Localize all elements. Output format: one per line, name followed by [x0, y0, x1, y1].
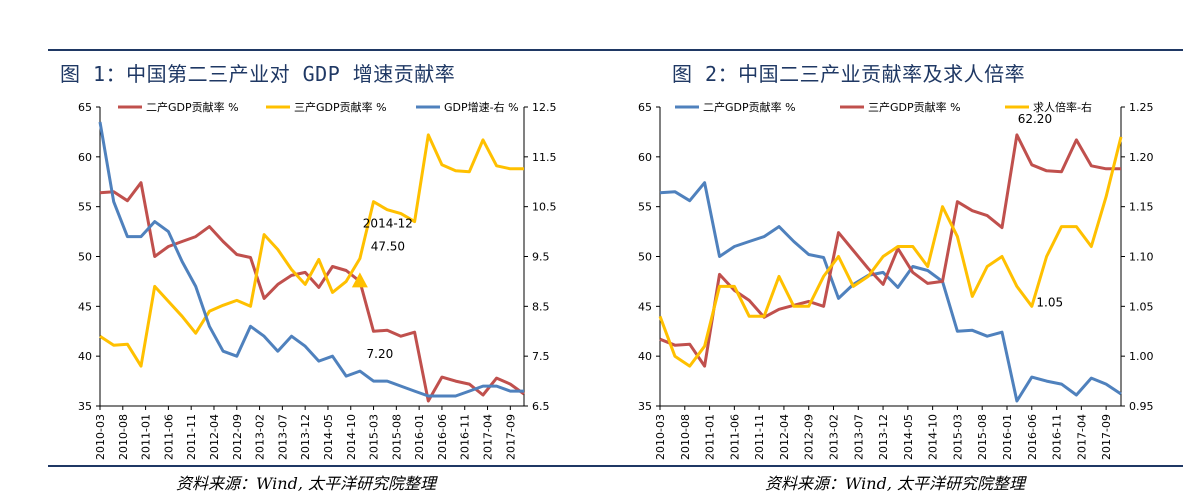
left-tick-label: 55	[638, 201, 652, 214]
x-tick-label: 2012-09	[231, 414, 244, 460]
right-tick-label: 1.25	[1129, 101, 1154, 114]
x-tick-label: 2017-09	[504, 414, 517, 460]
right-tick-label: 10.5	[532, 201, 557, 214]
left-tick-label: 40	[78, 350, 92, 363]
series-line-2	[99, 133, 524, 368]
x-tick-label: 2011-01	[704, 414, 717, 460]
x-tick-label: 2013-12	[877, 414, 890, 460]
x-tick-label: 2016-01	[1001, 414, 1014, 460]
x-tick-label: 2013-07	[276, 414, 289, 460]
left-tick-label: 40	[638, 350, 652, 363]
legend-label: 二产GDP贡献率 %	[703, 100, 796, 114]
x-tick-label: 2011-11	[753, 414, 766, 460]
x-tick-label: 2014-10	[927, 414, 940, 460]
x-tick-label: 2010-08	[679, 414, 692, 460]
left-tick-label: 45	[638, 300, 652, 313]
figure2-source: 资料来源：Wind, 太平洋研究院整理	[765, 474, 1026, 493]
annotation-label: 1.05	[1036, 295, 1063, 309]
x-tick-label: 2014-05	[322, 414, 335, 460]
right-tick-label: 1.10	[1129, 251, 1154, 264]
right-tick-label: 1.00	[1129, 350, 1154, 363]
x-tick-label: 2012-04	[208, 414, 221, 460]
x-tick-label: 2012-09	[803, 414, 816, 460]
x-tick-label: 2010-03	[654, 414, 667, 460]
right-tick-label: 9.5	[532, 251, 550, 264]
right-tick-label: 1.20	[1129, 151, 1154, 164]
x-tick-label: 2014-10	[345, 414, 358, 460]
x-tick-label: 2016-06	[436, 414, 449, 460]
x-tick-label: 2011-06	[728, 414, 741, 460]
left-tick-label: 45	[78, 300, 92, 313]
left-tick-label: 65	[78, 101, 92, 114]
x-tick-label: 2013-07	[852, 414, 865, 460]
x-tick-label: 2016-01	[413, 414, 426, 460]
left-tick-label: 35	[78, 400, 92, 413]
x-tick-label: 2015-03	[951, 414, 964, 460]
series-line-3	[98, 121, 524, 398]
figure1-title: 图 1：中国第二三产业对 GDP 增速贡献率	[60, 62, 456, 86]
x-tick-label: 2013-02	[254, 414, 267, 460]
left-tick-label: 50	[78, 251, 92, 264]
right-tick-label: 0.95	[1129, 400, 1154, 413]
series-line-1	[99, 181, 525, 403]
annotation-marker	[351, 272, 368, 288]
x-tick-label: 2010-03	[94, 414, 107, 460]
figure1-source: 资料来源：Wind, 太平洋研究院整理	[176, 474, 437, 493]
right-tick-label: 12.5	[532, 101, 557, 114]
left-tick-label: 60	[638, 151, 652, 164]
x-tick-label: 2016-11	[459, 414, 472, 460]
x-tick-label: 2015-08	[390, 414, 403, 460]
annotation-label: 7.20	[367, 347, 394, 361]
x-tick-label: 2017-04	[482, 414, 495, 460]
series-line-3	[658, 136, 1123, 368]
legend-label: 三产GDP贡献率 %	[868, 100, 961, 114]
right-tick-label: 7.5	[532, 350, 550, 363]
x-tick-label: 2011-01	[140, 414, 153, 460]
legend-label: 三产GDP贡献率 %	[294, 100, 387, 114]
x-tick-label: 2010-08	[117, 414, 130, 460]
right-tick-label: 6.5	[532, 400, 550, 413]
footer-rule	[48, 465, 1183, 467]
annotation-label: 62.20	[1018, 112, 1052, 126]
legend-label: GDP增速-右 %	[444, 100, 519, 114]
x-tick-label: 2012-04	[778, 414, 791, 460]
annotation-label: 2014-12	[363, 216, 413, 230]
right-tick-label: 11.5	[532, 151, 557, 164]
x-tick-label: 2013-02	[827, 414, 840, 460]
chart-1: 35 40 45 50 55 60 65 6.5 7.5 8.5 9.5 10.5 11.5 12.5 20…	[78, 100, 557, 460]
x-tick-label: 2015-08	[976, 414, 989, 460]
x-tick-label: 2013-12	[299, 414, 312, 460]
left-tick-label: 60	[78, 151, 92, 164]
right-tick-label: 1.15	[1129, 201, 1154, 214]
annotation-label: 47.50	[371, 239, 405, 253]
series-line-1	[659, 181, 1122, 403]
x-tick-label: 2011-11	[185, 414, 198, 460]
x-tick-label: 2011-06	[162, 414, 175, 460]
x-tick-label: 2014-05	[902, 414, 915, 460]
left-tick-label: 50	[638, 251, 652, 264]
x-tick-label: 2017-04	[1075, 414, 1088, 460]
x-tick-label: 2017-09	[1100, 414, 1113, 460]
x-tick-label: 2016-11	[1051, 414, 1064, 460]
left-tick-label: 65	[638, 101, 652, 114]
x-tick-label: 2015-03	[368, 414, 381, 460]
figure2-title: 图 2：中国二三产业贡献率及求人倍率	[672, 62, 1026, 86]
left-tick-label: 35	[638, 400, 652, 413]
legend-label: 二产GDP贡献率 %	[146, 100, 239, 114]
x-tick-label: 2016-06	[1026, 414, 1039, 460]
chart-2: 35 40 45 50 55 60 65 0.95 1.00 1.05 1.10 1.15 1.20 1.…	[638, 100, 1154, 460]
right-tick-label: 8.5	[532, 300, 550, 313]
header-rule	[48, 49, 1183, 51]
right-tick-label: 1.05	[1129, 300, 1154, 313]
legend-label: 求人倍率-右	[1033, 100, 1092, 114]
left-tick-label: 55	[78, 201, 92, 214]
